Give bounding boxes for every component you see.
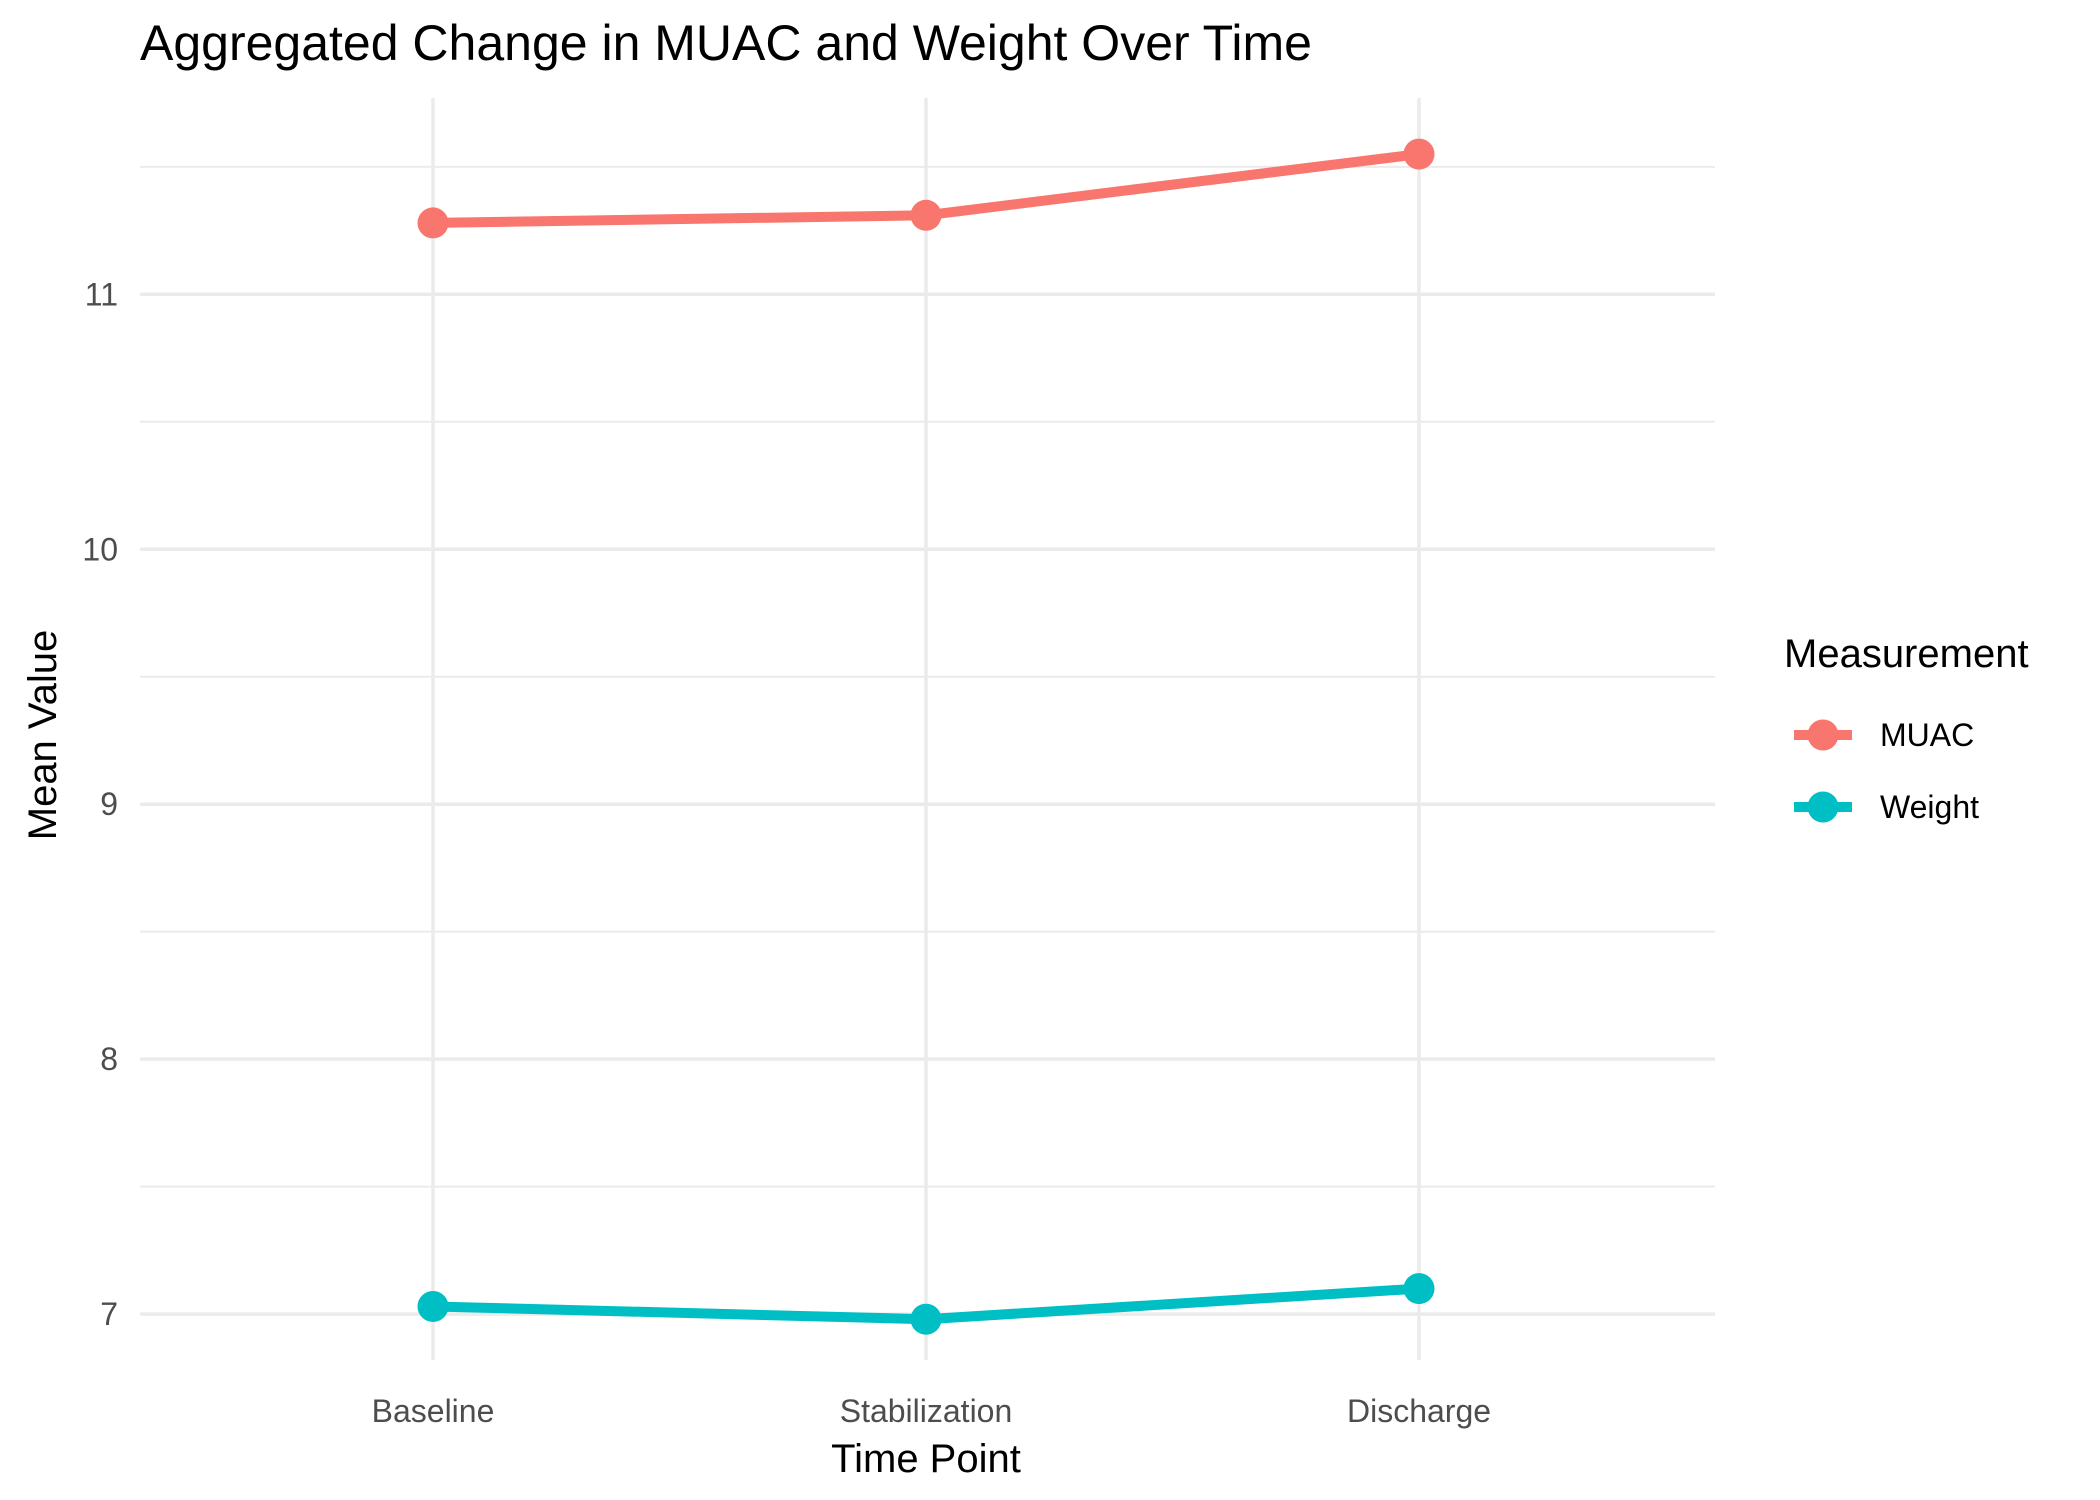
data-point-weight [417,1290,449,1322]
y-tick-label: 9 [100,786,118,822]
x-tick-label: Stabilization [840,1393,1013,1429]
x-tick-labels: Baseline Stabilization Discharge [372,1393,1491,1429]
grid-lines [140,98,1715,1360]
data-point-muac [1403,138,1435,170]
data-point-weight [1403,1273,1435,1305]
data-point-weight [910,1303,942,1335]
legend-key-point [1807,791,1839,823]
data-point-muac [417,207,449,239]
x-tick-label: Discharge [1347,1393,1491,1429]
y-tick-label: 7 [100,1296,118,1332]
x-tick-label: Baseline [372,1393,495,1429]
legend-key-point [1807,719,1839,751]
y-tick-labels: 7 8 9 10 11 [82,276,118,1332]
y-tick-label: 11 [85,276,118,312]
y-tick-label: 8 [100,1041,118,1077]
legend-label: MUAC [1880,717,1974,753]
y-tick-label: 10 [82,531,118,567]
data-point-muac [910,199,942,231]
series-group [417,138,1435,1335]
x-axis-title: Time Point [831,1437,1021,1481]
legend: Measurement MUAC Weight [1784,632,2029,825]
legend-title: Measurement [1784,632,2029,676]
legend-label: Weight [1880,789,1979,825]
chart-title: Aggregated Change in MUAC and Weight Ove… [140,15,1312,71]
y-axis-title: Mean Value [21,630,65,841]
